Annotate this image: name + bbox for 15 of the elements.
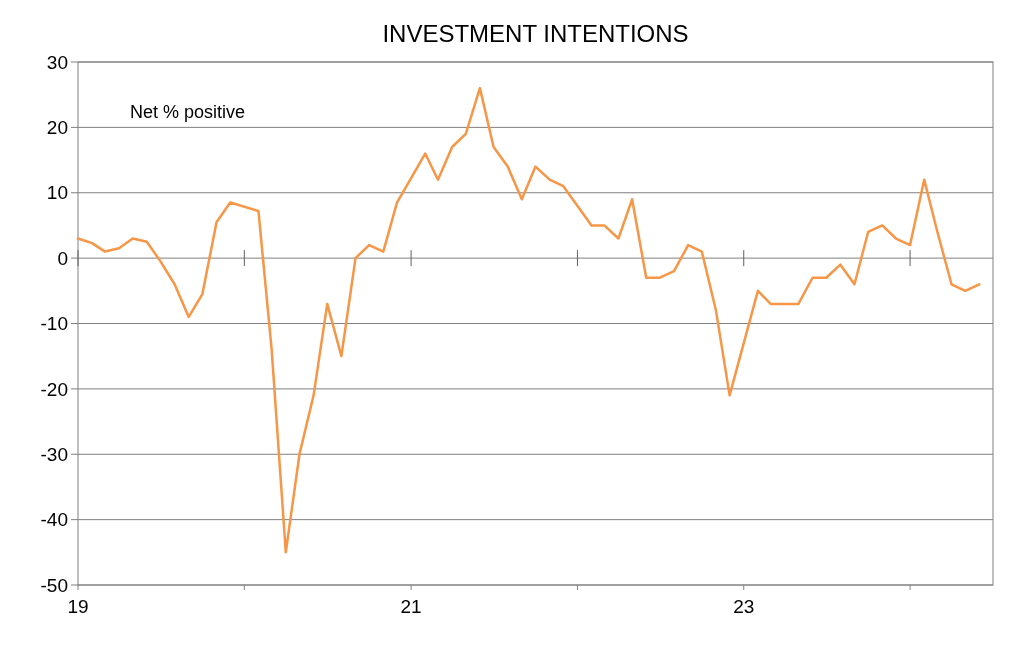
chart-title: INVESTMENT INTENTIONS	[382, 20, 689, 47]
y-tick-label: 20	[46, 117, 68, 139]
y-tick-label: -10	[40, 313, 68, 335]
y-tick-label: -40	[40, 509, 68, 531]
y-tick-label: -30	[40, 443, 68, 465]
line-series	[76, 86, 981, 554]
x-tick-label: 23	[733, 596, 755, 617]
annotation: Net % positive	[130, 102, 246, 122]
y-tick-label: 10	[46, 182, 68, 204]
y-tick-label: -50	[40, 574, 68, 596]
x-tick-label: 19	[67, 596, 89, 617]
y-tick-label: -20	[40, 378, 68, 400]
x-tick-label: 21	[400, 596, 422, 617]
y-tick-label: 0	[57, 247, 68, 269]
y-tick-label: 30	[46, 51, 68, 73]
